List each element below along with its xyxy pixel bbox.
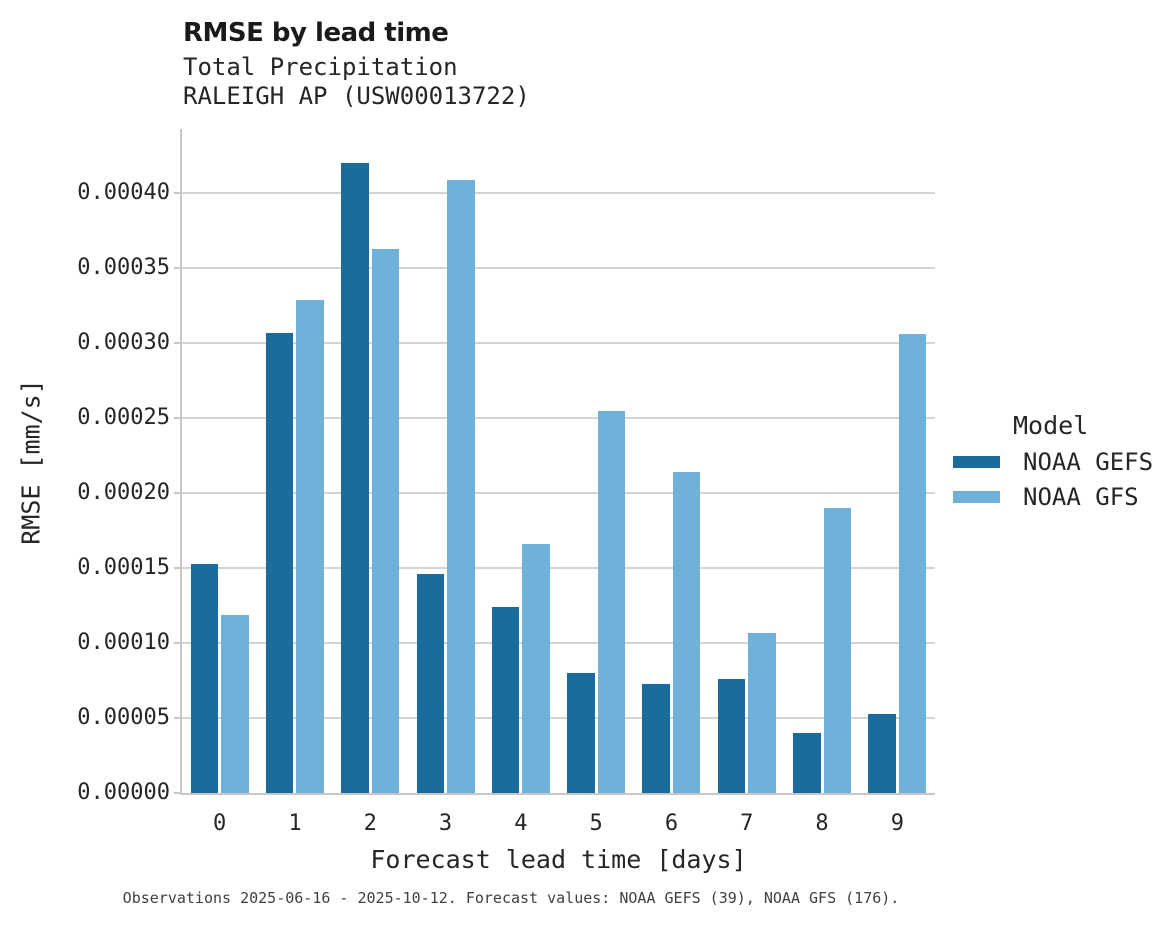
gridline (182, 267, 935, 270)
bar-noaa-gefs-lead-2 (341, 163, 369, 793)
bar-noaa-gefs-lead-9 (868, 713, 896, 793)
y-tick-label: 0.00025 (77, 405, 170, 431)
bar-noaa-gefs-lead-6 (642, 683, 670, 793)
x-tick-label: 3 (438, 811, 453, 836)
x-tick-label: 0 (213, 811, 227, 836)
bar-noaa-gefs-lead-4 (491, 607, 520, 793)
bar-noaa-gefs-lead-8 (793, 733, 821, 793)
plot-area (182, 129, 935, 793)
y-tick-label: 0.00040 (77, 180, 170, 206)
y-tick-mark (174, 792, 180, 794)
bar-noaa-gfs-lead-3 (447, 179, 475, 793)
gridline (182, 417, 935, 420)
chart-subtitle-station: RALEIGH AP (USW00013722) (183, 82, 530, 110)
y-tick-mark (174, 192, 180, 195)
y-tick-label: 0.00015 (77, 555, 170, 581)
y-tick-mark (174, 717, 180, 720)
chart-title: RMSE by lead time (183, 18, 449, 48)
y-tick-label: 0.00000 (77, 780, 170, 805)
x-tick-label: 6 (664, 811, 679, 836)
y-tick-mark (174, 417, 180, 420)
x-tick-label: 7 (740, 811, 754, 836)
legend-entry-label: NOAA GEFS (1023, 447, 1154, 476)
y-tick-label: 0.00030 (77, 330, 170, 356)
gridline (182, 717, 935, 720)
x-tick-label: 9 (890, 811, 904, 836)
y-axis-label: RMSE [mm/s] (16, 379, 46, 545)
gridline (182, 567, 935, 570)
bar-noaa-gfs-lead-4 (522, 544, 550, 793)
x-tick-label: 5 (589, 811, 603, 836)
x-tick-label: 4 (514, 811, 528, 836)
bar-noaa-gfs-lead-8 (823, 508, 852, 793)
bar-noaa-gfs-lead-7 (748, 632, 776, 793)
bar-noaa-gfs-lead-9 (898, 334, 927, 793)
y-tick-mark (174, 342, 180, 345)
legend-entry-noaa-gfs: NOAA GFS (953, 479, 1173, 514)
legend-entry-noaa-gefs: NOAA GEFS (953, 444, 1173, 479)
bar-noaa-gefs-lead-0 (190, 563, 219, 793)
x-tick-label: 1 (288, 811, 302, 836)
gridline (182, 492, 935, 495)
chart-footnote: Observations 2025-06-16 - 2025-10-12. Fo… (122, 889, 900, 907)
x-axis-spine (180, 793, 935, 795)
legend-entry-label: NOAA GFS (1023, 482, 1139, 511)
y-tick-mark (174, 642, 180, 645)
chart-subtitle-variable: Total Precipitation (183, 53, 458, 81)
bar-noaa-gfs-lead-1 (296, 299, 324, 793)
y-tick-mark (174, 267, 180, 270)
y-tick-label: 0.00010 (77, 630, 170, 656)
y-tick-label: 0.00005 (77, 705, 170, 731)
x-tick-label: 2 (363, 811, 377, 836)
y-tick-mark (174, 492, 180, 495)
y-tick-label: 0.00020 (77, 480, 170, 506)
bar-noaa-gefs-lead-7 (717, 679, 746, 793)
bar-noaa-gefs-lead-5 (567, 673, 595, 793)
legend-title: Model (1013, 411, 1089, 440)
bar-noaa-gfs-lead-6 (672, 472, 701, 793)
x-tick-label: 8 (815, 811, 829, 836)
bar-noaa-gfs-lead-5 (597, 410, 626, 793)
legend-swatch (953, 490, 1000, 503)
x-axis-label: Forecast lead time [days] (370, 845, 747, 874)
gridline (182, 642, 935, 645)
y-axis-spine (180, 129, 182, 795)
bar-noaa-gefs-lead-1 (265, 332, 294, 793)
bar-noaa-gfs-lead-2 (371, 248, 400, 793)
y-tick-label: 0.00035 (77, 255, 170, 281)
gridline (182, 192, 935, 195)
bar-noaa-gefs-lead-3 (416, 574, 445, 793)
legend-swatch (953, 455, 1000, 468)
bar-noaa-gfs-lead-0 (221, 614, 249, 793)
gridline (182, 342, 935, 345)
y-tick-mark (174, 567, 180, 570)
